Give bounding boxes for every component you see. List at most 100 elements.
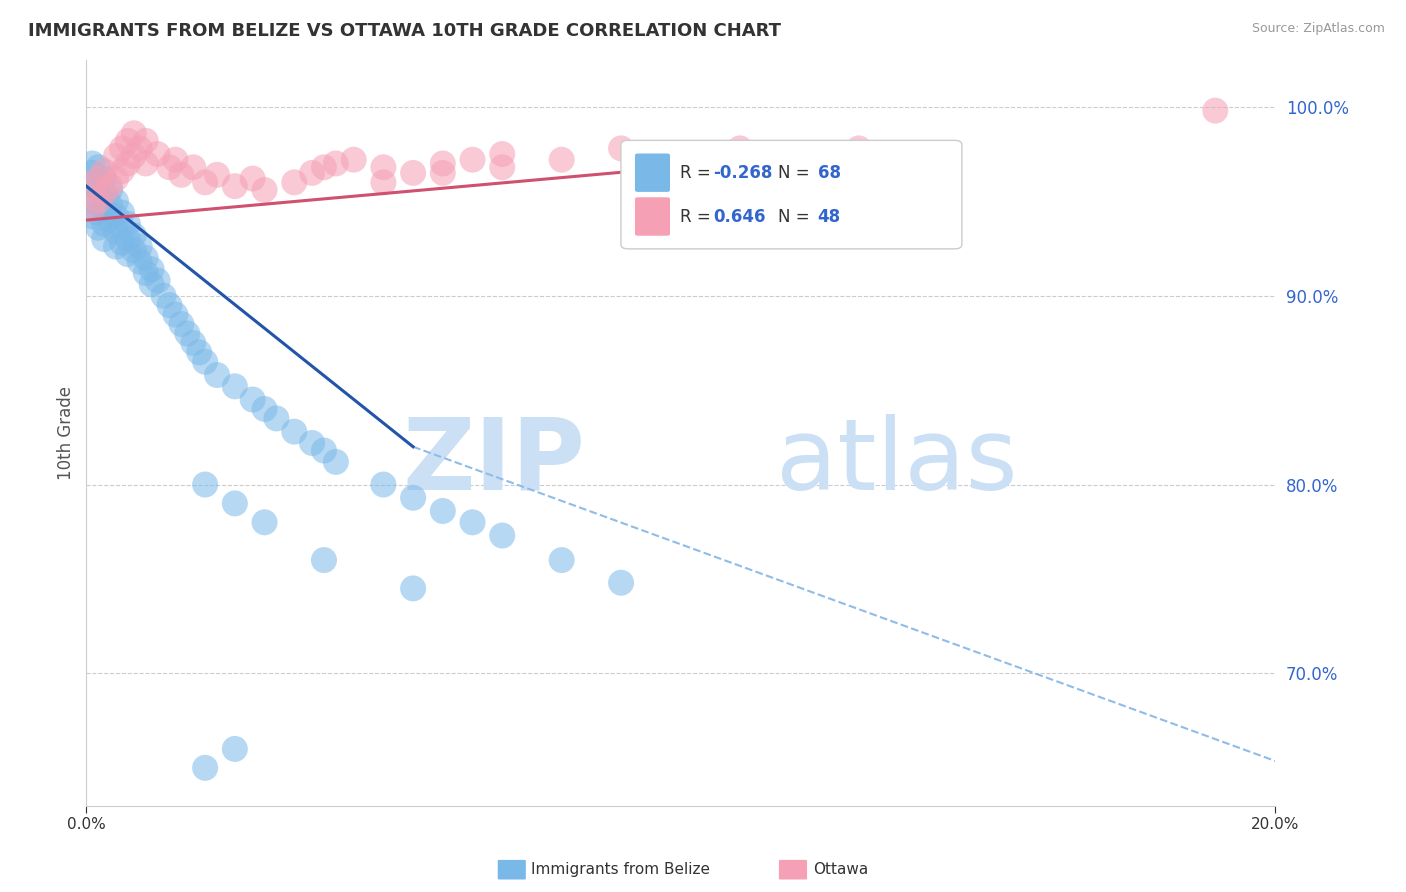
Point xyxy=(111,205,134,219)
Point xyxy=(194,477,217,491)
Point xyxy=(165,308,187,322)
Point xyxy=(98,179,121,194)
Point xyxy=(87,220,110,235)
Point xyxy=(1204,103,1226,118)
Point xyxy=(669,147,692,161)
Point xyxy=(461,153,484,167)
Point xyxy=(117,232,139,246)
Point xyxy=(122,126,145,140)
Point xyxy=(135,266,157,280)
Point xyxy=(111,164,134,178)
Point xyxy=(373,477,395,491)
Point xyxy=(152,288,174,302)
Point xyxy=(194,355,217,369)
Point xyxy=(343,153,366,167)
Point xyxy=(82,202,104,216)
Point xyxy=(135,156,157,170)
Y-axis label: 10th Grade: 10th Grade xyxy=(58,385,75,480)
Point xyxy=(301,166,323,180)
Point xyxy=(312,443,335,458)
Point xyxy=(146,147,169,161)
Text: IMMIGRANTS FROM BELIZE VS OTTAWA 10TH GRADE CORRELATION CHART: IMMIGRANTS FROM BELIZE VS OTTAWA 10TH GR… xyxy=(28,22,782,40)
Point xyxy=(224,742,246,756)
Point xyxy=(266,411,288,425)
Point xyxy=(111,220,134,235)
Point xyxy=(135,134,157,148)
Point xyxy=(141,262,163,277)
Text: 0.646: 0.646 xyxy=(713,208,765,226)
Point xyxy=(159,298,181,312)
Point xyxy=(491,160,513,174)
Point xyxy=(325,156,347,170)
Point xyxy=(93,202,115,216)
Point xyxy=(402,582,425,596)
Point xyxy=(194,175,217,189)
Point xyxy=(188,345,211,359)
Point xyxy=(87,205,110,219)
Point xyxy=(181,335,204,350)
Text: -0.268: -0.268 xyxy=(713,164,772,182)
Point xyxy=(111,141,134,155)
Point xyxy=(610,575,633,590)
Text: N =: N = xyxy=(779,208,815,226)
Point xyxy=(98,183,121,197)
Point xyxy=(98,213,121,227)
Point xyxy=(165,153,187,167)
Point xyxy=(105,171,128,186)
Point xyxy=(848,141,870,155)
Text: R =: R = xyxy=(681,164,716,182)
Point xyxy=(253,402,276,417)
Text: 48: 48 xyxy=(817,208,841,226)
Point xyxy=(105,194,128,209)
Point xyxy=(146,274,169,288)
Point xyxy=(122,244,145,258)
Point xyxy=(117,217,139,231)
Point xyxy=(242,171,264,186)
Point xyxy=(491,147,513,161)
Point xyxy=(117,134,139,148)
Point xyxy=(550,553,572,567)
Point xyxy=(82,194,104,209)
Point xyxy=(224,496,246,510)
Point xyxy=(122,149,145,163)
Point xyxy=(93,171,115,186)
Point xyxy=(432,504,454,518)
Point xyxy=(93,232,115,246)
Text: 68: 68 xyxy=(817,164,841,182)
Text: N =: N = xyxy=(779,164,815,182)
Point xyxy=(253,516,276,530)
Point xyxy=(373,160,395,174)
Point xyxy=(93,186,115,201)
Point xyxy=(87,190,110,204)
Point xyxy=(550,153,572,167)
Point xyxy=(105,239,128,253)
Point xyxy=(82,210,104,224)
Point xyxy=(93,164,115,178)
Point xyxy=(122,228,145,243)
Point xyxy=(87,171,110,186)
Point xyxy=(117,247,139,261)
Point xyxy=(789,147,811,161)
Point xyxy=(105,149,128,163)
Point xyxy=(432,156,454,170)
Text: Source: ZipAtlas.com: Source: ZipAtlas.com xyxy=(1251,22,1385,36)
Point xyxy=(98,198,121,212)
Point xyxy=(87,160,110,174)
Point xyxy=(87,175,110,189)
Text: R =: R = xyxy=(681,208,716,226)
Point xyxy=(325,455,347,469)
Point xyxy=(87,194,110,209)
Point xyxy=(117,156,139,170)
Point xyxy=(242,392,264,407)
Point xyxy=(170,168,193,182)
Point xyxy=(82,179,104,194)
Text: Ottawa: Ottawa xyxy=(813,863,868,877)
Point xyxy=(181,160,204,174)
Point xyxy=(128,254,150,268)
Point xyxy=(111,235,134,250)
Point xyxy=(128,141,150,155)
Point xyxy=(170,317,193,331)
Point xyxy=(610,141,633,155)
Point xyxy=(301,436,323,450)
Point xyxy=(159,160,181,174)
